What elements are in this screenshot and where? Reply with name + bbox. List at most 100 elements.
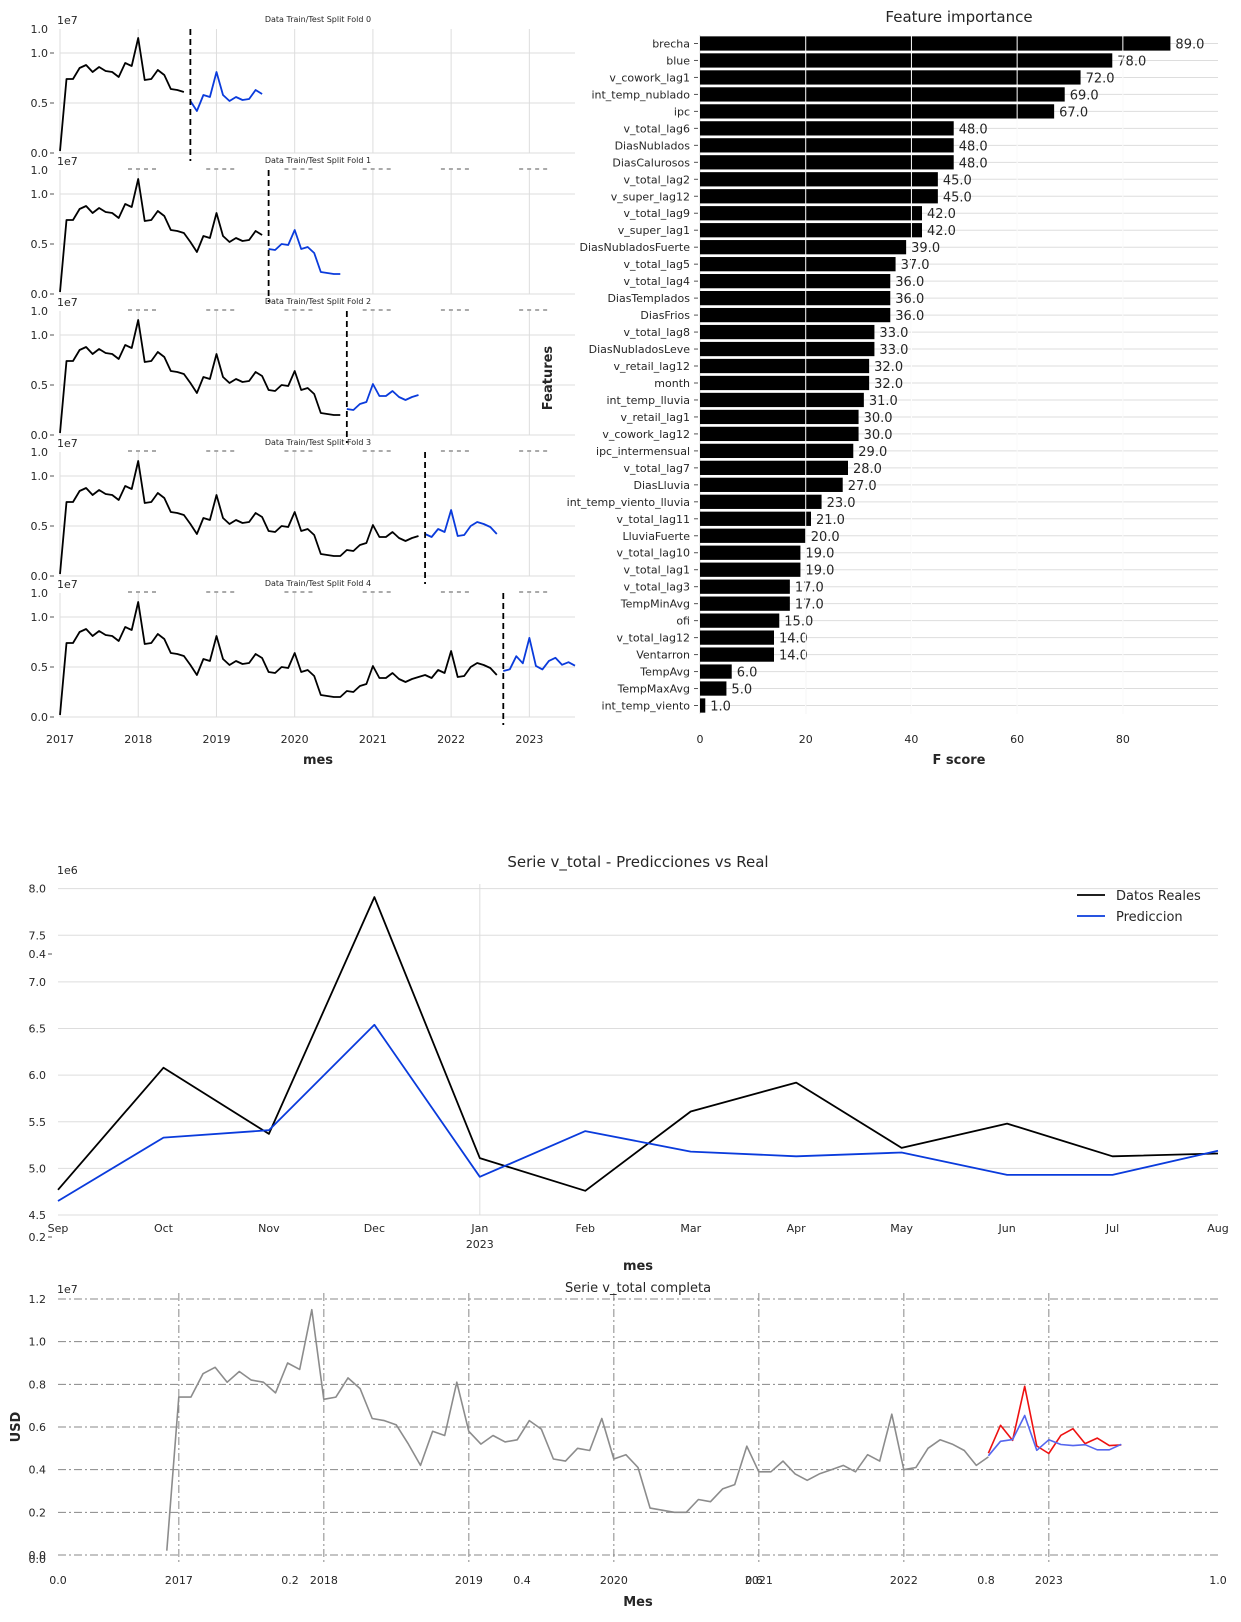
prediction-offset-text: 1e6: [57, 864, 78, 877]
importance-category-label: v_total_lag2: [624, 173, 690, 186]
importance-value-label: 17.0: [795, 598, 824, 613]
importance-value-label: 32.0: [874, 360, 903, 375]
importance-category-label: v_total_lag10: [617, 547, 690, 560]
fold-offset-text: 1e7: [57, 155, 78, 168]
fold-y-tick-label: 0.0: [31, 288, 49, 301]
fold-title: Data Train/Test Split Fold 1: [265, 156, 371, 165]
importance-bar: [700, 121, 954, 136]
importance-value-label: 36.0: [895, 275, 924, 290]
importance-category-label: v_cowork_lag1: [609, 71, 690, 84]
full-x-tick-label: 2022: [890, 1574, 918, 1587]
fold-title: Data Train/Test Split Fold 3: [265, 438, 371, 447]
prediction-x-tick-label: Feb: [576, 1222, 595, 1235]
importance-value-label: 36.0: [895, 309, 924, 324]
prediction-chart: 4.5 5.0 5.5 6.0 6.5 7.0 7.5 8.0 0.4 1e6 Sep Oct Nov D…: [29, 853, 1229, 1274]
importance-value-label: 30.0: [864, 428, 893, 443]
fold-x-tick-label: 2019: [202, 733, 230, 746]
importance-category-label: ofi: [676, 615, 690, 628]
importance-value-label: 78.0: [1117, 54, 1146, 69]
prediction-x-tick-label: Nov: [258, 1222, 280, 1235]
fold-panel-1: 0.0 0.5 1.0 1.0 1e7 Data Train/Test Split Fol…: [31, 155, 575, 302]
importance-value-label: 45.0: [943, 173, 972, 188]
fold-title: Data Train/Test Split Fold 0: [265, 15, 371, 24]
fold-title: Data Train/Test Split Fold 2: [265, 297, 371, 306]
importance-category-label: int_temp_viento_lluvia: [567, 496, 690, 509]
fold-panel-3: 0.0 0.5 1.0 1.0 1e7 Data Train/Test Split Fol…: [31, 437, 575, 584]
full-stray-bottom-label: 0.8: [977, 1574, 995, 1587]
full-y-tick-label: 1.2: [29, 1293, 47, 1306]
importance-bar: [700, 324, 875, 340]
fold-x-tick-label: 2021: [359, 733, 387, 746]
fold-x-tick-label: 2023: [515, 733, 543, 746]
full-stray-bottom-label: 0.2: [281, 1574, 299, 1587]
importance-category-label: v_total_lag6: [624, 122, 690, 135]
fold-train-line: [59, 460, 419, 575]
importance-value-label: 14.0: [779, 649, 808, 664]
fold-y-tick-label: 1.0: [31, 188, 49, 201]
importance-x-tick-label: 80: [1116, 733, 1130, 746]
full-x-tick-label: 2017: [165, 1574, 193, 1587]
fold-x-tick-label: 2018: [124, 733, 152, 746]
importance-category-label: v_total_lag1: [624, 564, 690, 577]
importance-bar: [700, 664, 732, 679]
importance-value-label: 48.0: [959, 122, 988, 137]
importance-bar: [700, 223, 922, 238]
importance-category-label: Ventarron: [636, 649, 690, 662]
fold-y-tick-label: 0.0: [31, 429, 49, 442]
fold-y-tick-label: 0.5: [31, 238, 49, 251]
importance-value-label: 72.0: [1086, 71, 1115, 86]
fold-test-line: [424, 509, 498, 538]
importance-bar: [700, 613, 780, 628]
importance-value-label: 17.0: [795, 581, 824, 596]
fold-y-tick-label: 0.0: [31, 147, 49, 160]
prediction-y-tick-label: 7.5: [29, 929, 47, 942]
importance-value-label: 1.0: [710, 700, 731, 715]
full-stray-left-label: 0.2: [29, 1231, 47, 1244]
importance-bar: [700, 630, 774, 645]
importance-x-axis-label: F score: [932, 753, 985, 768]
fold-x-tick-label: 2022: [437, 733, 465, 746]
importance-value-label: 27.0: [848, 479, 877, 494]
importance-x-tick-label: 60: [1010, 733, 1024, 746]
fold-y-top-tick-label: 1.0: [31, 446, 49, 459]
prediction-y-tick-label: 5.5: [29, 1116, 47, 1129]
fold-train-line: [59, 601, 498, 716]
importance-bar: [700, 87, 1065, 102]
fold-test-line: [503, 637, 576, 672]
importance-bar: [700, 426, 859, 442]
prediction-x-tick-label: Sep: [48, 1222, 69, 1235]
prediction-x-tick-label: Oct: [154, 1222, 174, 1235]
importance-value-label: 89.0: [1175, 37, 1204, 52]
importance-value-label: 21.0: [816, 513, 845, 528]
fold-panel-4: 0.0 0.5 1.0 1.0 1e7 Data Train/Test Split Fol…: [31, 578, 576, 725]
importance-category-label: LluviaFuerte: [622, 530, 690, 543]
prediction-x-tick-label: Aug: [1207, 1222, 1228, 1235]
importance-bar: [700, 528, 806, 543]
importance-value-label: 28.0: [853, 462, 882, 477]
importance-category-label: v_total_lag4: [624, 275, 690, 288]
importance-value-label: 45.0: [943, 190, 972, 205]
full-stray-bottom-label: 1.0: [1209, 1574, 1227, 1587]
importance-value-label: 69.0: [1070, 88, 1099, 103]
importance-value-label: 29.0: [858, 445, 887, 460]
importance-bar: [700, 392, 864, 408]
importance-bar: [700, 290, 891, 306]
importance-y-axis-label: Features: [541, 346, 556, 411]
importance-value-label: 14.0: [779, 632, 808, 647]
full-y-tick-label: 0.0: [29, 1549, 47, 1562]
fold-test-line: [346, 383, 419, 411]
importance-category-label: v_super_lag1: [618, 224, 690, 237]
importance-x-tick-label: 40: [904, 733, 918, 746]
fold-train-line: [59, 319, 341, 434]
prediction-legend-label: Datos Reales: [1116, 889, 1201, 904]
full-stray-left-label: 0.0: [29, 1553, 47, 1566]
importance-value-label: 48.0: [959, 156, 988, 171]
importance-category-label: DiasTemplados: [607, 292, 690, 305]
fold-x-tick-label: 2017: [46, 733, 74, 746]
importance-category-label: v_total_lag5: [624, 258, 690, 271]
prediction-year-label: 2023: [466, 1238, 494, 1251]
fold-train-line: [59, 178, 263, 293]
importance-bar: [700, 240, 907, 255]
importance-bar: [700, 579, 790, 594]
